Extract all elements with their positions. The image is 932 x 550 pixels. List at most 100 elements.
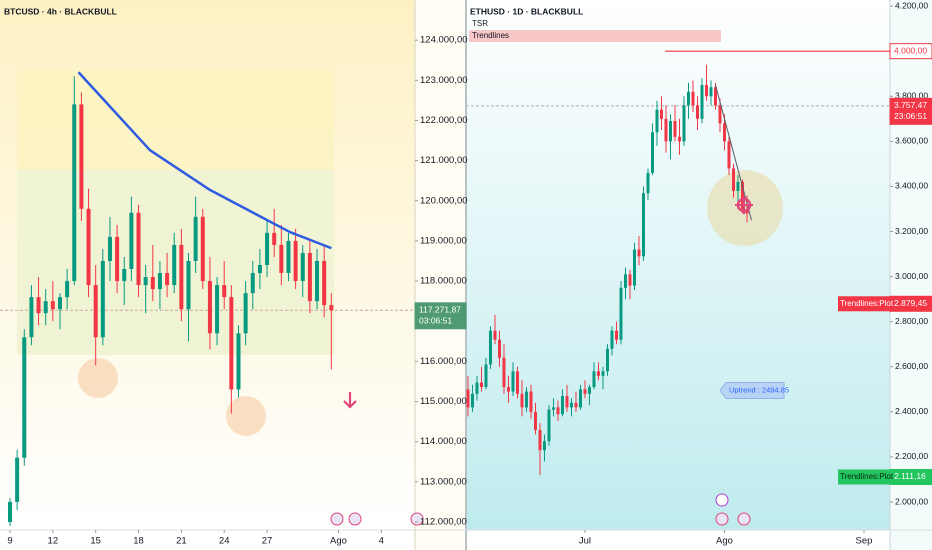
- candle-body: [165, 273, 170, 286]
- candle-body: [664, 118, 668, 142]
- highlight-circle: [78, 358, 118, 398]
- candle-body: [592, 371, 596, 388]
- y-tick-label: 112.000,00: [420, 516, 467, 527]
- x-tick-label: 4: [379, 536, 384, 547]
- y-tick-label: 3.400,00: [895, 181, 928, 191]
- plot-name-box: [838, 296, 890, 312]
- price-sublabel: 23:06:51: [894, 111, 927, 121]
- y-tick-label: 3.600,00: [895, 136, 928, 146]
- candle-body: [65, 281, 70, 298]
- candle-body: [72, 104, 77, 282]
- candle-body: [668, 121, 672, 142]
- candle-body: [605, 348, 609, 372]
- price-label: 3.757,47: [894, 100, 927, 110]
- candle-body: [623, 274, 627, 288]
- candle-body: [713, 87, 717, 106]
- x-tick-label: Ago: [330, 536, 347, 547]
- event-icon: [330, 512, 344, 526]
- candle-body: [36, 297, 41, 314]
- x-tick-label: Sep: [856, 536, 873, 547]
- candle-body: [691, 91, 695, 106]
- candle-body: [727, 141, 731, 169]
- plot-name-box: [838, 469, 890, 485]
- candle-body: [322, 260, 327, 306]
- candle-body: [115, 236, 120, 282]
- candle-body: [129, 212, 134, 270]
- y-tick-label: 3.200,00: [895, 226, 928, 236]
- candle-body: [560, 396, 564, 415]
- x-tick-label: 27: [262, 536, 273, 547]
- y-tick-label: 116.000,00: [420, 356, 467, 367]
- price-label: 2.111,16: [894, 471, 926, 481]
- x-tick-label: 15: [90, 536, 101, 547]
- right-pane-bg: [466, 0, 890, 530]
- y-tick-label: 120.000,00: [420, 195, 468, 206]
- left-axis-bg: [415, 0, 466, 550]
- candle-body: [179, 244, 184, 310]
- highlight-circle: [226, 396, 266, 436]
- price-box: [889, 43, 932, 60]
- event-icon: [715, 512, 729, 526]
- trendline: [77, 71, 332, 250]
- candle-body: [700, 84, 704, 119]
- candle-body: [695, 105, 699, 119]
- candle-body: [207, 281, 212, 334]
- candle-body: [677, 136, 681, 142]
- candle-body: [272, 232, 277, 245]
- event-icon: [348, 512, 362, 526]
- candle-body: [718, 105, 722, 124]
- y-tick-label: 118.000,00: [420, 276, 467, 287]
- target-icon: [735, 196, 753, 214]
- candle-body: [29, 297, 34, 338]
- candle-body: [193, 216, 198, 261]
- y-tick-label: 123.000,00: [420, 75, 468, 86]
- candle-body: [673, 121, 677, 137]
- x-tick-label: 12: [48, 536, 59, 547]
- candle-body: [551, 407, 555, 410]
- candle-body: [475, 382, 479, 394]
- x-tick-label: 9: [7, 536, 12, 547]
- candle-body: [578, 389, 582, 408]
- candle-body: [250, 273, 255, 294]
- candle-body: [583, 389, 587, 394]
- candle-body: [493, 330, 497, 340]
- candle-body: [222, 285, 227, 298]
- candle-body: [107, 236, 112, 261]
- candle-body: [243, 293, 248, 334]
- candle-body: [470, 393, 474, 408]
- left-title: BTCUSD · 4h · BLACKBULL: [4, 6, 117, 16]
- price-label: 117.271,87: [419, 305, 461, 315]
- candle-body: [479, 382, 483, 388]
- candle-body: [143, 277, 148, 286]
- y-tick-label: 2.800,00: [895, 316, 928, 326]
- y-tick-label: 122.000,00: [420, 115, 468, 126]
- candle-body: [300, 252, 305, 282]
- candle-body: [610, 330, 614, 349]
- candle-body: [329, 305, 334, 311]
- candle-body: [569, 402, 573, 408]
- candle-body: [86, 208, 91, 286]
- candle-body: [565, 396, 569, 408]
- x-tick-label: Jul: [579, 536, 591, 547]
- legend-box: [469, 30, 721, 42]
- candle-body: [315, 260, 320, 302]
- candle-body: [574, 402, 578, 408]
- candle-body: [200, 216, 205, 282]
- candle-body: [93, 285, 98, 338]
- right-time-axis-bg: [466, 530, 890, 550]
- x-tick-label: 21: [176, 536, 187, 547]
- plot-name: Trendlines:Plot: [840, 299, 894, 308]
- event-icon: [737, 512, 751, 526]
- candle-body: [686, 91, 690, 106]
- y-tick-label: 2.600,00: [895, 361, 928, 371]
- y-tick-label: 2.000,00: [895, 496, 928, 506]
- candle-body: [659, 109, 663, 119]
- candle-body: [650, 132, 654, 173]
- plot-name: Trendlines:Plot: [840, 472, 894, 481]
- y-tick-label: 4.200,00: [895, 0, 928, 10]
- y-tick-label: 2.400,00: [895, 406, 928, 416]
- candle-body: [628, 274, 632, 286]
- y-tick-label: 121.000,00: [420, 155, 468, 166]
- candle-body: [524, 391, 528, 408]
